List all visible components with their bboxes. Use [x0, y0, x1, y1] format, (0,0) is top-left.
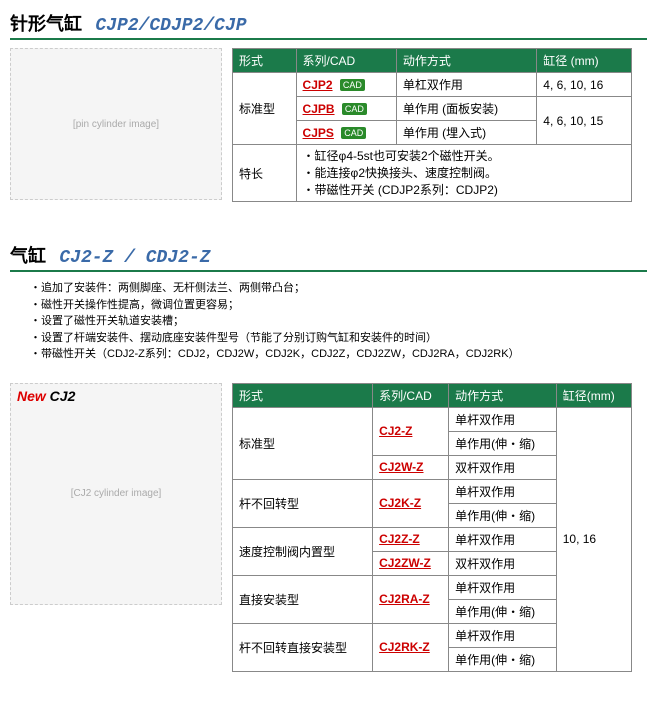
action-cell: 单杠双作用	[396, 73, 536, 97]
feature-label: 特长	[233, 145, 297, 202]
section2-title-main: 气缸	[10, 246, 46, 266]
type-cell: 杆不回转直接安装型	[233, 623, 373, 671]
type-cell: 速度控制阀内置型	[233, 527, 373, 575]
section2-body: New CJ2 [CJ2 cylinder image] 形式 系列/CAD 动…	[10, 383, 647, 672]
feature-item: 设置了杆端安装件、摆动底座安装件型号（节能了分别订购气缸和安装件的时间）	[30, 330, 647, 347]
action-cell: 单作用(伸・缩)	[449, 599, 557, 623]
series-link[interactable]: CJ2W-Z	[379, 460, 423, 474]
feature-cell: 缸径φ4-5st也可安装2个磁性开关。 能连接φ2快换接头、速度控制阀。 带磁性…	[296, 145, 631, 202]
series-link[interactable]: CJP2	[303, 78, 333, 92]
type-cell: 标准型	[233, 407, 373, 479]
action-cell: 单作用(伸・缩)	[449, 503, 557, 527]
series-cell: CJPS CAD	[296, 121, 396, 145]
col-action: 动作方式	[449, 383, 557, 407]
col-bore: 缸径 (mm)	[537, 49, 632, 73]
col-bore: 缸径(mm)	[556, 383, 631, 407]
series-cell: CJ2Z-Z	[373, 527, 449, 551]
action-cell: 单杆双作用	[449, 575, 557, 599]
series-link[interactable]: CJ2Z-Z	[379, 532, 420, 546]
series-link[interactable]: CJ2ZW-Z	[379, 556, 431, 570]
section1-body: [pin cylinder image] 形式 系列/CAD 动作方式 缸径 (…	[10, 48, 647, 202]
series-link[interactable]: CJ2RA-Z	[379, 592, 430, 606]
action-cell: 单作用 (埋入式)	[396, 121, 536, 145]
col-action: 动作方式	[396, 49, 536, 73]
series-link[interactable]: CJ2RK-Z	[379, 640, 430, 654]
type-cell: 杆不回转型	[233, 479, 373, 527]
series-cell: CJ2ZW-Z	[373, 551, 449, 575]
action-cell: 单杆双作用	[449, 479, 557, 503]
series-link[interactable]: CJ2K-Z	[379, 496, 421, 510]
feature-item: 追加了安装件：两侧脚座、无杆侧法兰、两侧带凸台；	[30, 280, 647, 297]
action-cell: 单杆双作用	[449, 623, 557, 647]
series-cell: CJ2RK-Z	[373, 623, 449, 671]
new-cj2-label: New CJ2	[17, 388, 75, 404]
series-cell: CJ2RA-Z	[373, 575, 449, 623]
feature-item: 带磁性开关（CDJ2-Z系列：CDJ2，CDJ2W，CDJ2K，CDJ2Z，CD…	[30, 346, 647, 363]
col-type: 形式	[233, 383, 373, 407]
section1-title: 针形气缸 CJP2/CDJP2/CJP	[10, 10, 647, 40]
section2-features: 追加了安装件：两侧脚座、无杆侧法兰、两侧带凸台； 磁性开关操作性提高，微调位置更…	[30, 280, 647, 363]
series-link[interactable]: CJPS	[303, 126, 334, 140]
series-cell: CJPB CAD	[296, 97, 396, 121]
series-link[interactable]: CJ2-Z	[379, 424, 412, 438]
action-cell: 单作用(伸・缩)	[449, 431, 557, 455]
section1-title-sub: CJP2/CDJP2/CJP	[95, 16, 246, 36]
action-cell: 单杆双作用	[449, 527, 557, 551]
section1-title-main: 针形气缸	[10, 14, 82, 34]
col-series: 系列/CAD	[296, 49, 396, 73]
cad-badge: CAD	[342, 103, 367, 115]
series-cell: CJ2W-Z	[373, 455, 449, 479]
col-series: 系列/CAD	[373, 383, 449, 407]
bore-cell: 4, 6, 10, 15	[537, 97, 632, 145]
series-cell: CJP2 CAD	[296, 73, 396, 97]
series-cell: CJ2K-Z	[373, 479, 449, 527]
section2-title-sub: CJ2-Z / CDJ2-Z	[59, 248, 210, 268]
action-cell: 单作用(伸・缩)	[449, 647, 557, 671]
feature-item: 设置了磁性开关轨道安装槽；	[30, 313, 647, 330]
series-cell: CJ2-Z	[373, 407, 449, 455]
cad-badge: CAD	[341, 127, 366, 139]
section2-image: New CJ2 [CJ2 cylinder image]	[10, 383, 222, 605]
action-cell: 单作用 (面板安装)	[396, 97, 536, 121]
cad-badge: CAD	[340, 79, 365, 91]
col-type: 形式	[233, 49, 297, 73]
action-cell: 双杆双作用	[449, 455, 557, 479]
section2-title: 气缸 CJ2-Z / CDJ2-Z	[10, 242, 647, 272]
bore-cell: 4, 6, 10, 16	[537, 73, 632, 97]
action-cell: 双杆双作用	[449, 551, 557, 575]
action-cell: 单杆双作用	[449, 407, 557, 431]
type-cell: 标准型	[233, 73, 297, 145]
section1-table: 形式 系列/CAD 动作方式 缸径 (mm) 标准型 CJP2 CAD 单杠双作…	[232, 48, 632, 202]
section1-image: [pin cylinder image]	[10, 48, 222, 200]
feature-item: 磁性开关操作性提高，微调位置更容易；	[30, 297, 647, 314]
section2-table: 形式 系列/CAD 动作方式 缸径(mm) 标准型 CJ2-Z 单杆双作用 10…	[232, 383, 632, 672]
type-cell: 直接安装型	[233, 575, 373, 623]
bore-cell: 10, 16	[556, 407, 631, 671]
series-link[interactable]: CJPB	[303, 102, 335, 116]
